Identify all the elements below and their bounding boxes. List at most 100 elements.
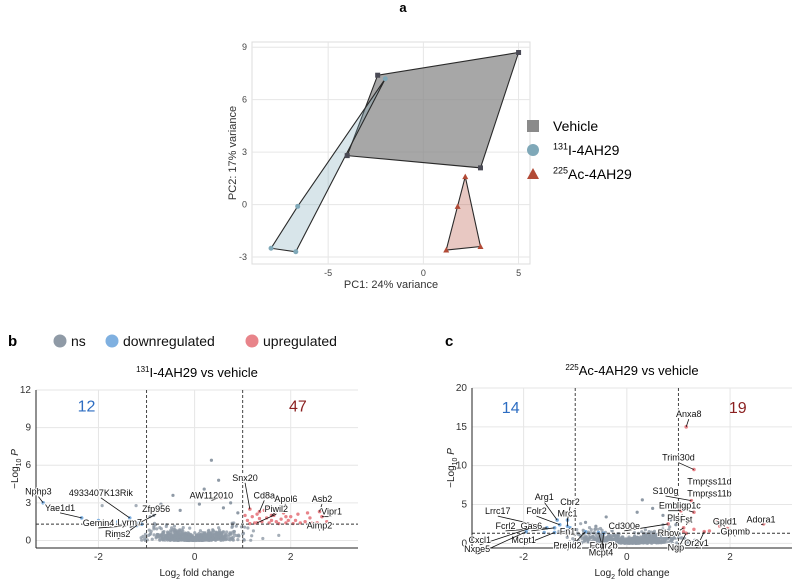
volcano-225-yaxis-label: −Log10 P [446, 448, 459, 488]
volcano-225-label-leader [665, 495, 692, 502]
volcano-131-point-ns [198, 529, 203, 533]
volcano-225-point-up [692, 527, 696, 532]
volcano-131-xaxis-label: Log2 fold change [159, 568, 235, 581]
volcano-131-point-up [296, 512, 300, 516]
volcano-131-ytick-label: 3 [25, 498, 31, 509]
pca-point-ac225 [443, 247, 450, 253]
volcano-225-label-leader [667, 527, 684, 539]
volcano-131-point-up [245, 518, 250, 523]
volcano-131-point-ns [187, 532, 191, 536]
volcano-225-point-up [689, 498, 694, 503]
volcano-131-xtick-label: 0 [192, 552, 198, 563]
volcano-131-point-ns [215, 531, 219, 536]
volcano-225-point-ns [615, 534, 619, 538]
volcano-131-point-ns [159, 527, 163, 531]
volcano-131-point-ns [149, 531, 153, 535]
volcano-225-point-ns [610, 537, 615, 541]
volcano-131-point-ns [140, 538, 144, 542]
volcano-225-gene-label: Mcpt4 [589, 547, 614, 557]
volcano-131-point-ns [172, 524, 177, 528]
volcano-225-point-ns [669, 539, 674, 543]
pca-legend-label-vehicle: Vehicle [553, 118, 598, 134]
volcano-225-gene-label: Mrc1 [557, 508, 577, 518]
volcano-225-xtick-label: 2 [727, 552, 733, 563]
volcano-131-label-leader [256, 513, 277, 524]
volcano-225-point-ns [640, 530, 644, 534]
volcano-131-point-ns [221, 506, 226, 510]
volcano-131-label-leader [117, 525, 138, 540]
volcano-131-point-ns [155, 527, 159, 531]
volcano-plot-131: ns downregulated upregulated -2 0 2 0 3 6 9 12 Log2… [10, 333, 358, 581]
volcano-225-point-up [743, 528, 748, 532]
volcano-225-point-ns [597, 539, 601, 543]
volcano-225-point-ns [640, 498, 644, 502]
volcano-131-ytick-label: 6 [25, 460, 31, 471]
volcano-131-point-ns [173, 537, 177, 541]
pca-legend-label-i131: 131I-4AH29 [553, 141, 620, 158]
volcano-131-point-up [308, 516, 312, 520]
volcano-131-point-ns [100, 503, 104, 508]
volcano-131-point-ns [202, 487, 206, 491]
volcano-225-gene-label: Emb [659, 501, 678, 511]
volcano-225-gene-label: Lrrc17 [485, 506, 511, 516]
volcano-225-point-ns [655, 535, 659, 539]
volcano-131-label-leader [98, 525, 135, 529]
volcano-225-ytick-label: 15 [456, 422, 468, 433]
volcano-225-label-leader [716, 521, 726, 527]
volcano-225-gene-label: Tmprss11d [687, 477, 731, 487]
volcano-legend-symbol-down [105, 334, 119, 348]
volcano-225-gene-label: Iigp1c [677, 501, 702, 511]
volcano-131-point-up [274, 519, 278, 524]
volcano-131-point-ns [232, 529, 236, 534]
pca-point-vehicle [477, 165, 483, 171]
volcano-225-label-leader [688, 510, 695, 513]
volcano-131-point-ns [170, 536, 175, 540]
volcano-225-point-ns [638, 540, 642, 545]
volcano-225-point-ns [631, 537, 635, 541]
volcano-225-point-ns [633, 534, 637, 538]
volcano-225-point-up [718, 524, 722, 528]
volcano-131-point-ns [188, 526, 192, 530]
panel-label-b: b [8, 333, 17, 350]
pca-point-i131 [382, 76, 388, 82]
volcano-225-gene-label: Cd300e [608, 521, 640, 531]
volcano-131-gene-label: 4933407K13Rik [69, 488, 134, 498]
volcano-131-point-up [264, 506, 269, 510]
volcano-225-point-ns [654, 538, 658, 543]
pca-xtick-label: 0 [421, 268, 426, 278]
volcano-131-title: 131I-4AH29 vs vehicle [136, 365, 258, 380]
volcano-225-point-ns [604, 515, 608, 519]
volcano-225-point-ns [600, 528, 604, 532]
pca-point-i131 [295, 203, 301, 209]
volcano-225-point-ns [641, 541, 646, 545]
volcano-225-point-ns [583, 520, 588, 524]
volcano-131-point-ns [179, 535, 183, 539]
volcano-131-label-leader [244, 482, 251, 510]
volcano-225-label-leader [675, 533, 687, 553]
volcano-225-point-ns [657, 530, 661, 534]
volcano-225-point-ns [588, 540, 592, 544]
volcano-131-point-up [248, 507, 252, 511]
volcano-131-point-ns [169, 532, 173, 536]
volcano-131-gene-label: Cd8a [254, 490, 276, 500]
volcano-225-label-leader [678, 462, 695, 470]
volcano-131-point-ns [159, 502, 163, 506]
volcano-225-point-ns [666, 540, 670, 544]
volcano-131-gene-label: Rims2 [105, 529, 131, 539]
volcano-225-point-ns [606, 535, 610, 540]
volcano-225-gene-label: Tmprss11b [687, 488, 731, 498]
volcano-225-gene-label: Pls1 [667, 513, 685, 523]
volcano-225-label-leader [523, 532, 555, 546]
volcano-225-point-ns [661, 513, 665, 517]
volcano-225-count-up: 19 [729, 400, 747, 417]
volcano-131-point-ns [229, 501, 233, 505]
volcano-131-point-ns [180, 538, 184, 542]
volcano-131-point-ns [217, 526, 221, 530]
volcano-131-point-up [269, 518, 274, 523]
volcano-225-gene-label: Fst [680, 515, 693, 525]
volcano-131-point-ns [211, 529, 215, 533]
volcano-225-label-leader [598, 532, 604, 551]
volcano-225-point-ns [639, 538, 643, 542]
volcano-225-point-ns [610, 529, 614, 533]
volcano-225-gene-label: S100g [653, 486, 679, 496]
